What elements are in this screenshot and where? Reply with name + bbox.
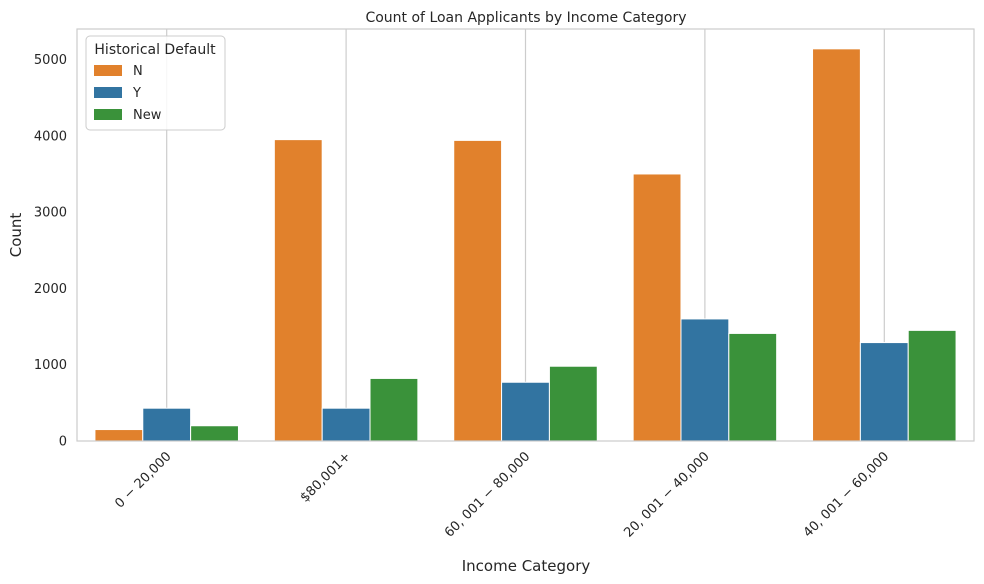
y-axis: 0 1000 2000 3000 4000 5000 bbox=[34, 53, 67, 449]
y-tick-label: 5000 bbox=[34, 53, 67, 68]
bar-new-3 bbox=[548, 365, 598, 442]
bar-y-1 bbox=[142, 407, 192, 442]
bar-n-3 bbox=[453, 139, 503, 442]
bar-n-2 bbox=[273, 139, 323, 442]
x-axis-label: Income Category bbox=[462, 557, 591, 575]
y-tick-label: 3000 bbox=[34, 206, 67, 221]
legend-box bbox=[85, 35, 226, 131]
x-axis: 0 − 20,000 $80,001+ 60, 001 − 80,000 20, 00… bbox=[112, 449, 892, 540]
chart-title: Count of Loan Applicants by Income Categ… bbox=[365, 10, 686, 26]
x-tick-label: 0 − 20,000 bbox=[112, 449, 174, 511]
bar-y-2 bbox=[321, 407, 371, 442]
bar-new-5 bbox=[907, 329, 957, 442]
y-tick-label: 0 bbox=[59, 435, 67, 450]
y-axis-label: Count bbox=[7, 213, 25, 258]
x-tick-label: $80,001+ bbox=[298, 449, 354, 505]
x-tick-label: 20, 001 − 40,000 bbox=[621, 449, 712, 540]
bar-n-5 bbox=[812, 48, 861, 442]
bar-y-3 bbox=[501, 381, 550, 442]
legend-label-y: Y bbox=[132, 86, 141, 101]
bar-n-1 bbox=[94, 429, 144, 442]
legend: Historical Default NY New bbox=[85, 35, 226, 131]
legend-label-n: N bbox=[133, 64, 143, 79]
bar-y-4 bbox=[680, 318, 730, 442]
legend-swatch-y bbox=[94, 87, 122, 98]
bars bbox=[94, 48, 957, 442]
bar-new-4 bbox=[728, 332, 778, 442]
legend-label-new: New bbox=[133, 108, 162, 123]
x-tick-label: 60, 001 − 80,000 bbox=[442, 449, 533, 540]
legend-swatch-n bbox=[94, 65, 122, 76]
y-tick-label: 1000 bbox=[34, 358, 67, 373]
bar-new-2 bbox=[369, 377, 419, 442]
legend-title: Historical Default bbox=[94, 42, 216, 58]
y-tick-label: 4000 bbox=[34, 129, 67, 144]
bar-new-1 bbox=[190, 425, 239, 442]
plot-frame bbox=[76, 28, 975, 442]
legend-swatch-new bbox=[94, 109, 122, 120]
bar-n-4 bbox=[632, 173, 682, 442]
y-tick-label: 2000 bbox=[34, 282, 67, 297]
x-tick-label: 40, 001 − 60,000 bbox=[801, 449, 892, 540]
bar-y-5 bbox=[859, 342, 909, 442]
